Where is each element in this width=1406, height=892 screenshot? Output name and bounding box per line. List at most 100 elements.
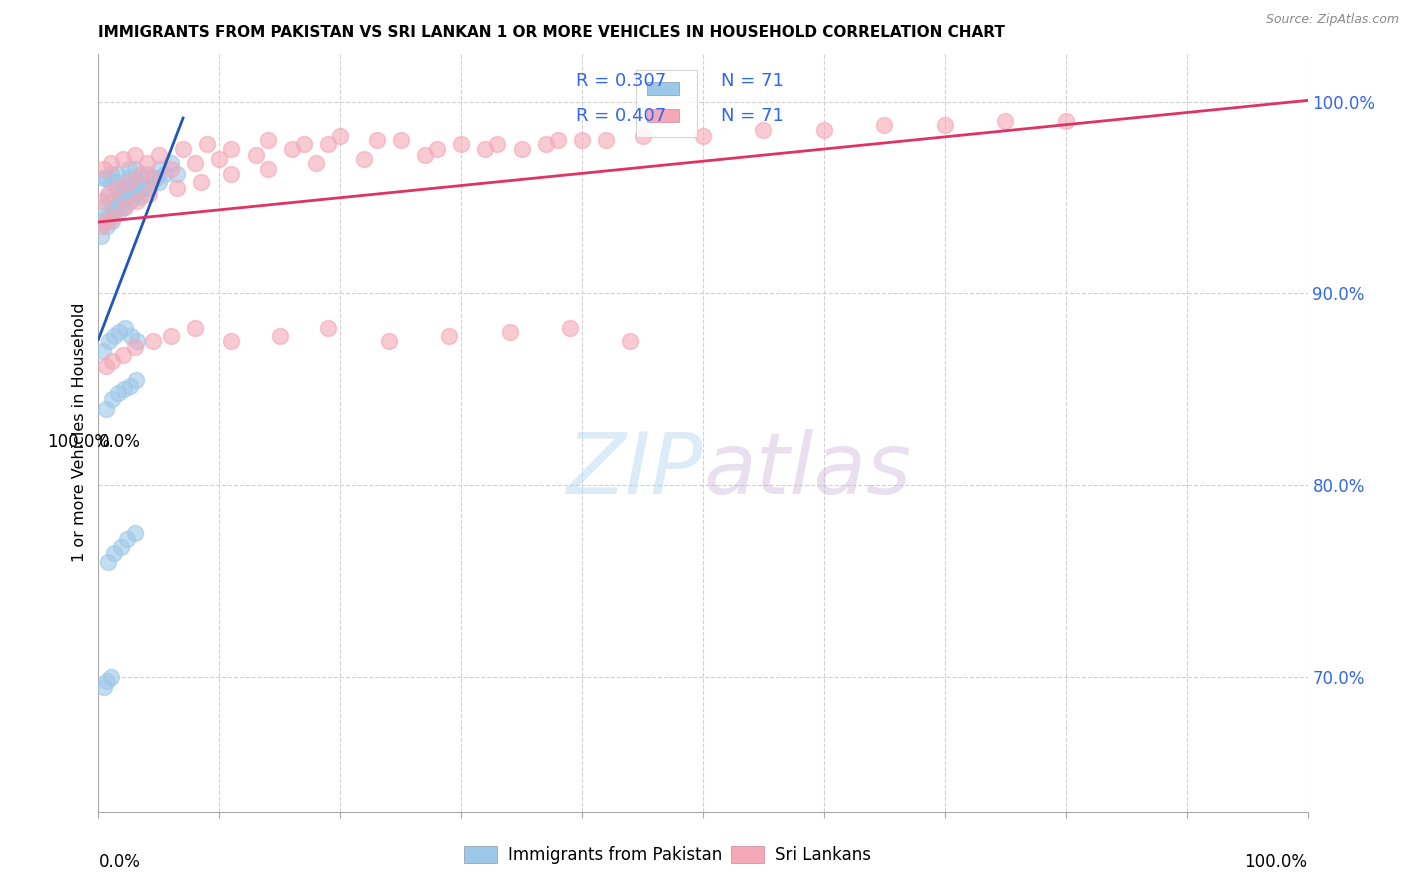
Point [96,674,118,689]
Point [118,161,141,176]
Point [510,143,533,157]
Text: R = 0.307: R = 0.307 [576,72,666,90]
Point [138,186,160,201]
Point [160,161,183,176]
Point [134,181,156,195]
Point [316,321,339,335]
Point [184,321,207,335]
Point [114,200,136,214]
Point [366,133,388,147]
Text: Immigrants from Pakistan: Immigrants from Pakistan [508,846,723,863]
Point [221,334,243,349]
Point [752,123,775,137]
Point [166,181,188,195]
Y-axis label: 1 or more Vehicles in Household: 1 or more Vehicles in Household [72,303,87,562]
Text: N = 71: N = 71 [721,72,785,90]
Point [111,181,134,195]
Point [100,670,122,684]
Point [389,133,412,147]
Point [184,156,207,170]
Point [96,213,118,227]
Point [132,181,155,195]
Point [377,334,399,349]
Point [100,353,122,368]
Point [93,680,115,694]
Point [269,328,291,343]
Point [100,213,122,227]
Point [166,168,188,182]
Point [316,136,339,151]
Point [108,200,131,214]
Point [1054,113,1077,128]
Point [129,168,152,182]
Point [813,123,835,137]
Point [138,181,160,195]
Text: R = 0.407: R = 0.407 [576,107,666,125]
Point [112,383,135,397]
Point [105,168,128,182]
Point [94,359,117,374]
Point [121,175,143,189]
Point [108,325,131,339]
Point [281,143,304,157]
Point [353,152,375,166]
Point [127,186,149,201]
Point [111,152,134,166]
Point [486,136,509,151]
Point [994,113,1017,128]
Point [93,161,115,176]
Point [101,210,124,224]
Point [128,190,150,204]
Point [91,200,114,214]
Point [118,175,141,189]
Point [221,168,243,182]
Point [97,186,120,201]
Point [100,175,122,189]
Point [256,161,278,176]
Point [108,186,131,201]
Point [595,133,617,147]
Point [107,386,129,401]
Point [110,194,132,209]
Point [124,526,146,541]
Point [97,555,120,569]
Point [498,325,520,339]
Point [547,133,569,147]
Point [103,545,125,559]
Point [100,168,122,182]
Point [117,186,139,201]
Point [245,148,267,162]
Text: N = 71: N = 71 [721,107,785,125]
Point [153,168,176,182]
Point [631,129,654,144]
Point [127,194,149,209]
Point [103,328,125,343]
Point [190,175,212,189]
Point [142,171,165,186]
Text: 100.0%: 100.0% [1244,854,1308,871]
Point [571,133,593,147]
Point [91,194,114,209]
Point [124,340,146,354]
Point [256,133,278,147]
Point [172,143,194,157]
Point [474,143,496,157]
Point [534,136,557,151]
Text: ZIP: ZIP [567,429,703,512]
Point [934,118,956,132]
Point [100,392,122,406]
Point [127,334,149,349]
Point [135,168,157,182]
Legend: , : , [636,70,697,136]
Point [129,171,152,186]
Point [142,334,165,349]
Point [120,328,142,343]
Point [94,401,117,416]
Point [117,532,139,546]
Point [97,190,120,204]
Point [329,129,352,144]
Point [93,213,115,227]
Point [221,143,243,157]
Text: 100.0%: 100.0% [48,433,111,450]
Point [115,190,138,204]
